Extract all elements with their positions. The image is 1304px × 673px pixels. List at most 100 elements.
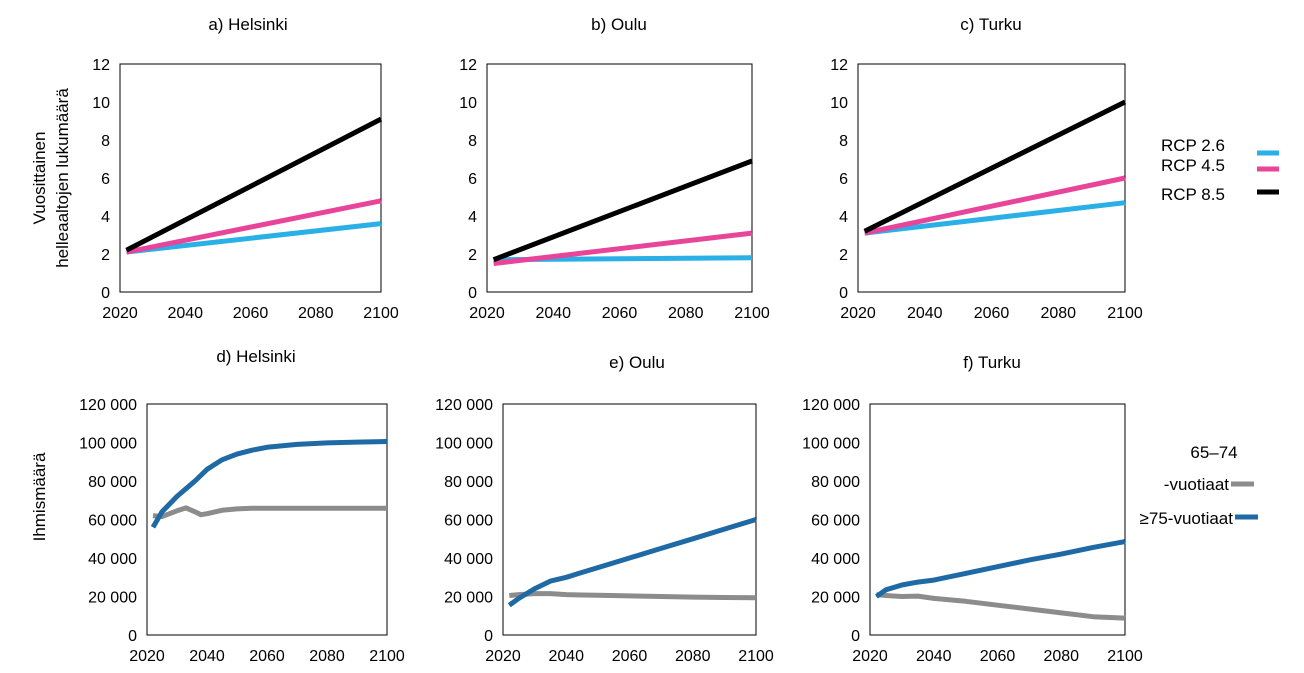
panel-6: f) Turku 0 20 000 40 000 60 000 80 000 100 000… (802, 353, 1143, 665)
y-tick-label: 0 (101, 285, 110, 302)
y-tick-label: 2 (468, 247, 477, 264)
panel-1: a) Helsinki 0 2 4 6 8 10 12 2020 2040 2060 2080 2100 (92, 15, 399, 322)
legend-label: -vuotiaat (1164, 475, 1229, 494)
x-tick-label: 2080 (1043, 648, 1079, 665)
x-tick-label: 2060 (612, 648, 648, 665)
x-tick-label: 2040 (916, 648, 952, 665)
y-tick-label: 12 (92, 57, 110, 74)
y-tick-label: 8 (101, 133, 110, 150)
y-tick-label: 80 000 (88, 474, 137, 491)
x-tick-label: 2100 (734, 305, 770, 322)
y-tick-label: 6 (468, 171, 477, 188)
y-tick-label: 100 000 (79, 436, 137, 453)
x-tick-label: 2060 (233, 305, 269, 322)
legend-label: RCP 2.6 (1161, 136, 1225, 155)
legend-label: ≥75-vuotiaat (1140, 509, 1234, 528)
x-tick-label: 2020 (485, 648, 521, 665)
y-tick-label: 10 (830, 95, 848, 112)
x-tick-label: 2060 (980, 648, 1016, 665)
panel-5: e) Oulu 0 20 000 40 000 60 000 80 000 100 000 1… (435, 353, 774, 665)
x-tick-label: 2020 (129, 648, 165, 665)
x-tick-label: 2040 (167, 305, 203, 322)
series-line (126, 198, 382, 255)
x-tick-label: 2100 (738, 648, 774, 665)
series-line (863, 99, 1127, 234)
series-line (509, 591, 757, 601)
y-tick-label: 80 000 (811, 474, 860, 491)
series-line (126, 221, 382, 255)
series-line (876, 592, 1126, 621)
x-tick-label: 2020 (840, 305, 876, 322)
x-tick-label: 2080 (298, 305, 334, 322)
panel-2: b) Oulu 0 2 4 6 8 10 12 2020 2040 2060 2080 2100 (459, 15, 770, 322)
legend-label: 65–74 (1190, 443, 1237, 462)
y-tick-label: 0 (851, 628, 860, 645)
series-line (152, 505, 387, 520)
y-tick-label: 60 000 (88, 513, 137, 530)
y-tick-label: 120 000 (79, 397, 137, 414)
y-tick-label: 100 000 (802, 436, 860, 453)
x-tick-label: 2080 (1040, 305, 1076, 322)
y-tick-label: 20 000 (811, 590, 860, 607)
panel-title: d) Helsinki (216, 347, 295, 366)
y-axis-label-top-line2: helleaaltojen lukumäärä (53, 88, 72, 268)
x-tick-label: 2100 (1107, 305, 1143, 322)
y-tick-label: 12 (830, 57, 848, 74)
y-tick-label: 120 000 (435, 397, 493, 414)
series-line (864, 200, 1126, 236)
legend-label: RCP 4.5 (1161, 156, 1225, 175)
y-tick-label: 60 000 (444, 513, 493, 530)
y-tick-label: 4 (101, 209, 110, 226)
y-tick-label: 2 (101, 247, 110, 264)
y-tick-label: 2 (839, 247, 848, 264)
y-tick-label: 40 000 (444, 551, 493, 568)
x-tick-label: 2080 (675, 648, 711, 665)
plot-area-border (146, 403, 388, 636)
y-axis-label-top-line1: Vuosittainen (30, 132, 49, 225)
series-line (864, 175, 1126, 236)
y-tick-label: 80 000 (444, 474, 493, 491)
plot-area-border (869, 403, 1126, 636)
series-line (125, 116, 383, 253)
x-tick-label: 2060 (602, 305, 638, 322)
x-tick-label: 2020 (852, 648, 888, 665)
x-tick-label: 2080 (309, 648, 345, 665)
y-tick-label: 0 (484, 628, 493, 645)
x-tick-label: 2040 (189, 648, 225, 665)
y-axis-label-bottom: Ihmismäärä (30, 452, 49, 541)
panel-title: a) Helsinki (208, 15, 287, 34)
panel-title: e) Oulu (609, 353, 665, 372)
y-tick-label: 0 (468, 285, 477, 302)
x-tick-label: 2060 (974, 305, 1010, 322)
y-tick-label: 40 000 (88, 551, 137, 568)
y-tick-label: 4 (468, 209, 477, 226)
x-tick-label: 2040 (907, 305, 943, 322)
y-tick-label: 120 000 (802, 397, 860, 414)
panel-title: c) Turku (960, 15, 1021, 34)
plot-area-border (502, 403, 757, 636)
series-line (874, 539, 1126, 599)
y-tick-label: 0 (128, 628, 137, 645)
series-line (150, 439, 388, 529)
plot-area-border (857, 63, 1126, 293)
x-tick-label: 2100 (1107, 648, 1143, 665)
plot-area-border (119, 63, 382, 293)
legend-age: 65–74 -vuotiaat ≥75-vuotiaat (1140, 443, 1258, 528)
y-tick-label: 8 (468, 133, 477, 150)
panel-title: b) Oulu (591, 15, 647, 34)
y-tick-label: 20 000 (88, 590, 137, 607)
x-tick-label: 2020 (469, 305, 505, 322)
x-tick-label: 2060 (249, 648, 285, 665)
series-line (507, 517, 757, 608)
y-tick-label: 4 (839, 209, 848, 226)
y-tick-label: 6 (101, 171, 110, 188)
y-tick-label: 0 (839, 285, 848, 302)
panel-3: c) Turku 0 2 4 6 8 10 12 2020 2040 2060 2080 2100 (830, 15, 1143, 322)
y-tick-label: 40 000 (811, 551, 860, 568)
x-tick-label: 2020 (102, 305, 138, 322)
legend-label: RCP 8.5 (1161, 185, 1225, 204)
x-tick-label: 2040 (548, 648, 584, 665)
series-line (493, 230, 753, 266)
